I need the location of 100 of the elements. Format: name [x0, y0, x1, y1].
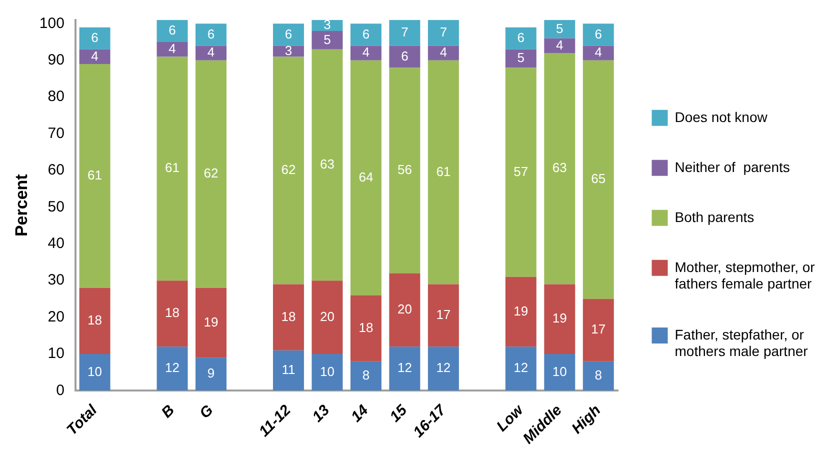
y-tick-label: 100: [39, 14, 64, 32]
bar: [428, 284, 459, 347]
y-tick-label: 40: [48, 235, 64, 252]
bar: [79, 49, 110, 64]
data-label: 4: [440, 44, 448, 60]
bar: [312, 20, 343, 32]
y-tick-label: 10: [48, 345, 64, 362]
data-label: 9: [207, 366, 215, 381]
bar: [428, 46, 459, 60]
bar: [312, 280, 343, 354]
bar: [350, 60, 382, 296]
data-label: 4: [207, 44, 215, 60]
bar: [272, 284, 304, 350]
bar: [582, 60, 614, 299]
data-label: 61: [165, 160, 180, 176]
bar: [272, 350, 304, 391]
x-tick-label: 13: [309, 401, 334, 426]
bar: [79, 354, 110, 391]
bar: [79, 64, 110, 288]
data-label: 18: [88, 312, 102, 328]
bar: [79, 288, 110, 354]
data-label: 18: [358, 320, 374, 335]
data-label: 57: [514, 164, 528, 179]
bar: [544, 354, 576, 391]
bar: [505, 27, 536, 50]
bar: [196, 24, 227, 46]
bar: [350, 295, 382, 362]
data-label: 8: [594, 368, 602, 383]
data-label: 62: [281, 162, 296, 178]
data-label: 20: [320, 308, 334, 324]
bar: [389, 46, 420, 68]
data-label: 12: [165, 360, 180, 376]
bar: [582, 298, 614, 362]
bar: [582, 361, 614, 391]
data-label: 63: [320, 156, 334, 172]
data-label: 63: [552, 160, 567, 176]
data-label: 6: [401, 48, 408, 64]
bar: [272, 24, 304, 46]
bar: [350, 24, 382, 46]
data-label: 12: [514, 360, 528, 376]
bar: [505, 49, 536, 68]
data-label: 5: [556, 20, 564, 36]
data-label: 8: [362, 368, 370, 383]
data-label: 6: [594, 26, 602, 42]
bar: [428, 60, 459, 284]
bar: [389, 273, 420, 347]
data-label: 5: [324, 32, 331, 47]
data-label: 64: [358, 169, 374, 184]
bar: [156, 280, 188, 347]
data-label: 18: [165, 305, 180, 320]
data-label: 6: [284, 26, 292, 42]
data-label: 6: [517, 30, 525, 45]
data-label: 4: [362, 44, 370, 60]
data-label: 19: [552, 310, 567, 326]
legend-label: Father, stepfather, or mothers male partner: [674, 326, 808, 360]
x-tick-label: 15: [386, 401, 411, 426]
legend-label: Mother, stepmother, or fathers female partner: [674, 258, 816, 292]
bar: [79, 27, 110, 50]
bar: [312, 354, 343, 391]
bar: [156, 346, 188, 391]
bar: [582, 24, 614, 46]
bar: [505, 68, 536, 277]
data-label: 17: [591, 322, 606, 337]
data-label: 7: [440, 24, 448, 40]
bar: [312, 31, 343, 50]
data-label: 6: [168, 22, 176, 38]
legend-label: Neither of parents: [674, 158, 790, 175]
data-label: 4: [594, 44, 602, 60]
y-axis-title: Percent: [12, 174, 31, 237]
bar: [389, 68, 420, 274]
data-label: 56: [397, 162, 412, 178]
data-label: 12: [397, 360, 412, 376]
bar: [389, 20, 420, 46]
y-tick-label: 80: [48, 88, 64, 106]
data-label: 18: [281, 308, 296, 324]
data-label: 62: [204, 166, 218, 181]
bar: [544, 53, 576, 284]
bar: [544, 284, 576, 354]
bar: [505, 276, 536, 347]
data-label: 7: [401, 24, 408, 40]
bar: [582, 46, 614, 60]
data-label: 4: [91, 48, 98, 64]
data-label: 3: [324, 17, 331, 32]
data-label: 65: [591, 171, 606, 186]
bar: [196, 60, 227, 288]
bar: [350, 46, 382, 60]
data-label: 10: [88, 364, 102, 379]
bar: [156, 56, 188, 281]
y-tick-label: 50: [48, 198, 64, 216]
data-label: 6: [207, 26, 215, 42]
y-tick-label: 90: [48, 52, 64, 69]
data-label: 5: [517, 50, 525, 66]
bar: [156, 20, 188, 42]
data-label: 12: [436, 360, 451, 376]
x-tick-label: G: [196, 402, 217, 422]
bar: [272, 46, 304, 57]
data-label: 3: [284, 42, 292, 58]
legend-label: Does not know: [674, 108, 768, 125]
data-label: 20: [397, 302, 412, 317]
data-label: 10: [320, 364, 334, 379]
